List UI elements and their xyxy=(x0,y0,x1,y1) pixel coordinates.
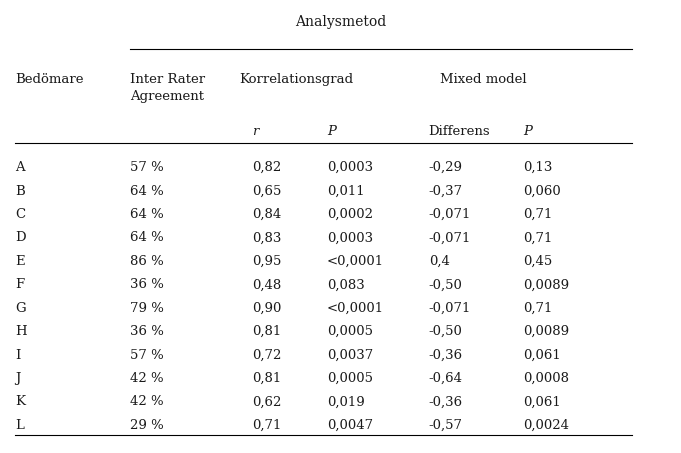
Text: 0,81: 0,81 xyxy=(253,372,281,385)
Text: 0,019: 0,019 xyxy=(327,395,365,408)
Text: L: L xyxy=(15,419,24,432)
Text: 0,48: 0,48 xyxy=(253,278,281,291)
Text: 0,0002: 0,0002 xyxy=(327,208,373,221)
Text: -0,50: -0,50 xyxy=(428,325,462,338)
Text: 0,0003: 0,0003 xyxy=(327,231,373,245)
Text: P: P xyxy=(524,125,533,138)
Text: 79 %: 79 % xyxy=(130,302,164,315)
Text: G: G xyxy=(15,302,26,315)
Text: 36 %: 36 % xyxy=(130,278,164,291)
Text: 0,0047: 0,0047 xyxy=(327,419,373,432)
Text: 0,4: 0,4 xyxy=(428,255,449,268)
Text: 0,83: 0,83 xyxy=(253,231,282,245)
Text: Differens: Differens xyxy=(428,125,490,138)
Text: -0,64: -0,64 xyxy=(428,372,462,385)
Text: D: D xyxy=(15,231,26,245)
Text: -0,57: -0,57 xyxy=(428,419,462,432)
Text: Mixed model: Mixed model xyxy=(440,73,526,87)
Text: 0,71: 0,71 xyxy=(524,231,553,245)
Text: 64 %: 64 % xyxy=(130,208,164,221)
Text: -0,50: -0,50 xyxy=(428,278,462,291)
Text: Bedömare: Bedömare xyxy=(15,73,84,87)
Text: -0,37: -0,37 xyxy=(428,185,463,198)
Text: 0,82: 0,82 xyxy=(253,161,281,174)
Text: 0,95: 0,95 xyxy=(253,255,282,268)
Text: A: A xyxy=(15,161,25,174)
Text: 0,0005: 0,0005 xyxy=(327,372,373,385)
Text: K: K xyxy=(15,395,25,408)
Text: 0,71: 0,71 xyxy=(524,208,553,221)
Text: 0,083: 0,083 xyxy=(327,278,365,291)
Text: 0,13: 0,13 xyxy=(524,161,553,174)
Text: J: J xyxy=(15,372,20,385)
Text: 0,0089: 0,0089 xyxy=(524,278,570,291)
Text: 0,65: 0,65 xyxy=(253,185,282,198)
Text: I: I xyxy=(15,348,20,361)
Text: -0,36: -0,36 xyxy=(428,348,463,361)
Text: 0,90: 0,90 xyxy=(253,302,282,315)
Text: 0,061: 0,061 xyxy=(524,348,561,361)
Text: 0,45: 0,45 xyxy=(524,255,553,268)
Text: 0,71: 0,71 xyxy=(524,302,553,315)
Text: 57 %: 57 % xyxy=(130,348,164,361)
Text: -0,29: -0,29 xyxy=(428,161,462,174)
Text: B: B xyxy=(15,185,25,198)
Text: -0,36: -0,36 xyxy=(428,395,463,408)
Text: 0,011: 0,011 xyxy=(327,185,364,198)
Text: E: E xyxy=(15,255,25,268)
Text: 57 %: 57 % xyxy=(130,161,164,174)
Text: 36 %: 36 % xyxy=(130,325,164,338)
Text: 42 %: 42 % xyxy=(130,372,164,385)
Text: 0,71: 0,71 xyxy=(253,419,282,432)
Text: 42 %: 42 % xyxy=(130,395,164,408)
Text: 0,0037: 0,0037 xyxy=(327,348,373,361)
Text: 64 %: 64 % xyxy=(130,185,164,198)
Text: 0,061: 0,061 xyxy=(524,395,561,408)
Text: F: F xyxy=(15,278,24,291)
Text: -0,071: -0,071 xyxy=(428,302,471,315)
Text: 0,72: 0,72 xyxy=(253,348,282,361)
Text: Inter Rater
Agreement: Inter Rater Agreement xyxy=(130,73,206,103)
Text: 0,0005: 0,0005 xyxy=(327,325,373,338)
Text: 29 %: 29 % xyxy=(130,419,164,432)
Text: 86 %: 86 % xyxy=(130,255,164,268)
Text: -0,071: -0,071 xyxy=(428,208,471,221)
Text: H: H xyxy=(15,325,27,338)
Text: r: r xyxy=(253,125,259,138)
Text: 64 %: 64 % xyxy=(130,231,164,245)
Text: 0,62: 0,62 xyxy=(253,395,282,408)
Text: 0,060: 0,060 xyxy=(524,185,561,198)
Text: 0,84: 0,84 xyxy=(253,208,281,221)
Text: Analysmetod: Analysmetod xyxy=(295,15,386,29)
Text: P: P xyxy=(327,125,336,138)
Text: C: C xyxy=(15,208,25,221)
Text: 0,0024: 0,0024 xyxy=(524,419,569,432)
Text: 0,0003: 0,0003 xyxy=(327,161,373,174)
Text: 0,0089: 0,0089 xyxy=(524,325,570,338)
Text: <0,0001: <0,0001 xyxy=(327,255,384,268)
Text: Korrelationsgrad: Korrelationsgrad xyxy=(239,73,353,87)
Text: -0,071: -0,071 xyxy=(428,231,471,245)
Text: 0,0008: 0,0008 xyxy=(524,372,569,385)
Text: 0,81: 0,81 xyxy=(253,325,281,338)
Text: <0,0001: <0,0001 xyxy=(327,302,384,315)
